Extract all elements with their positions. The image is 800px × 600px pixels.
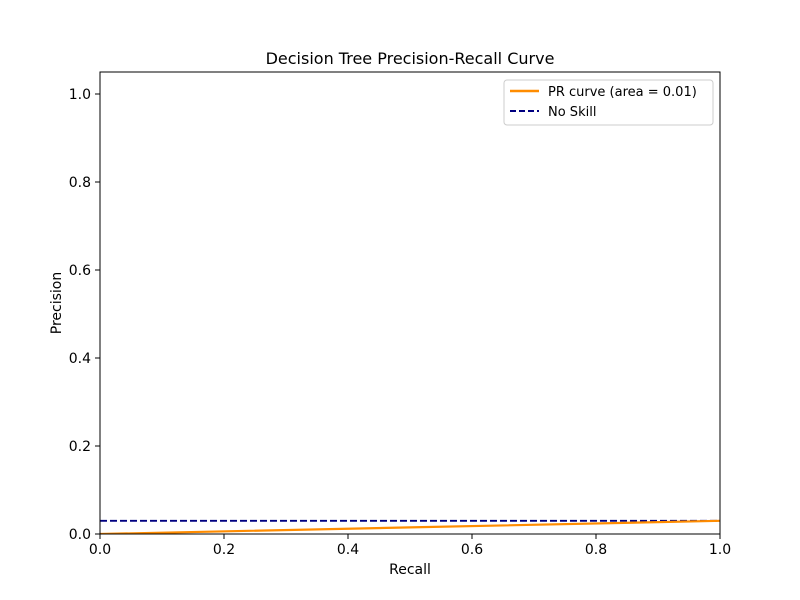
legend: PR curve (area = 0.01) No Skill (503, 79, 714, 126)
legend-label-pr-curve: PR curve (area = 0.01) (548, 85, 697, 100)
y-tick-label: 0.2 (69, 439, 91, 455)
legend-box (503, 79, 714, 126)
series-layer (100, 519, 720, 534)
chart-title: Decision Tree Precision-Recall Curve (266, 49, 555, 68)
plot-frame (99, 71, 721, 535)
x-axis-ticks: 0.0 0.2 0.4 0.6 0.8 1.0 (89, 534, 731, 558)
x-axis-label: Recall (389, 562, 431, 578)
y-tick-label: 0.6 (69, 263, 91, 279)
legend-label-no-skill: No Skill (548, 105, 596, 120)
x-tick-label: 1.0 (709, 542, 731, 558)
plot-background (100, 72, 720, 534)
y-axis-label: Precision (49, 272, 65, 334)
pr-curve-line (100, 519, 720, 534)
x-tick-label: 0.2 (213, 542, 235, 558)
y-axis-ticks: 0.0 0.2 0.4 0.6 0.8 1.0 (69, 87, 100, 543)
plot-area (99, 71, 721, 535)
y-tick-label: 0.0 (69, 527, 91, 543)
x-tick-label: 0.4 (337, 542, 359, 558)
x-tick-label: 0.8 (585, 542, 607, 558)
y-tick-label: 0.8 (69, 175, 91, 191)
x-tick-label: 0.6 (461, 542, 483, 558)
y-tick-label: 1.0 (69, 87, 91, 103)
x-tick-label: 0.0 (89, 542, 111, 558)
y-tick-label: 0.4 (69, 351, 91, 367)
